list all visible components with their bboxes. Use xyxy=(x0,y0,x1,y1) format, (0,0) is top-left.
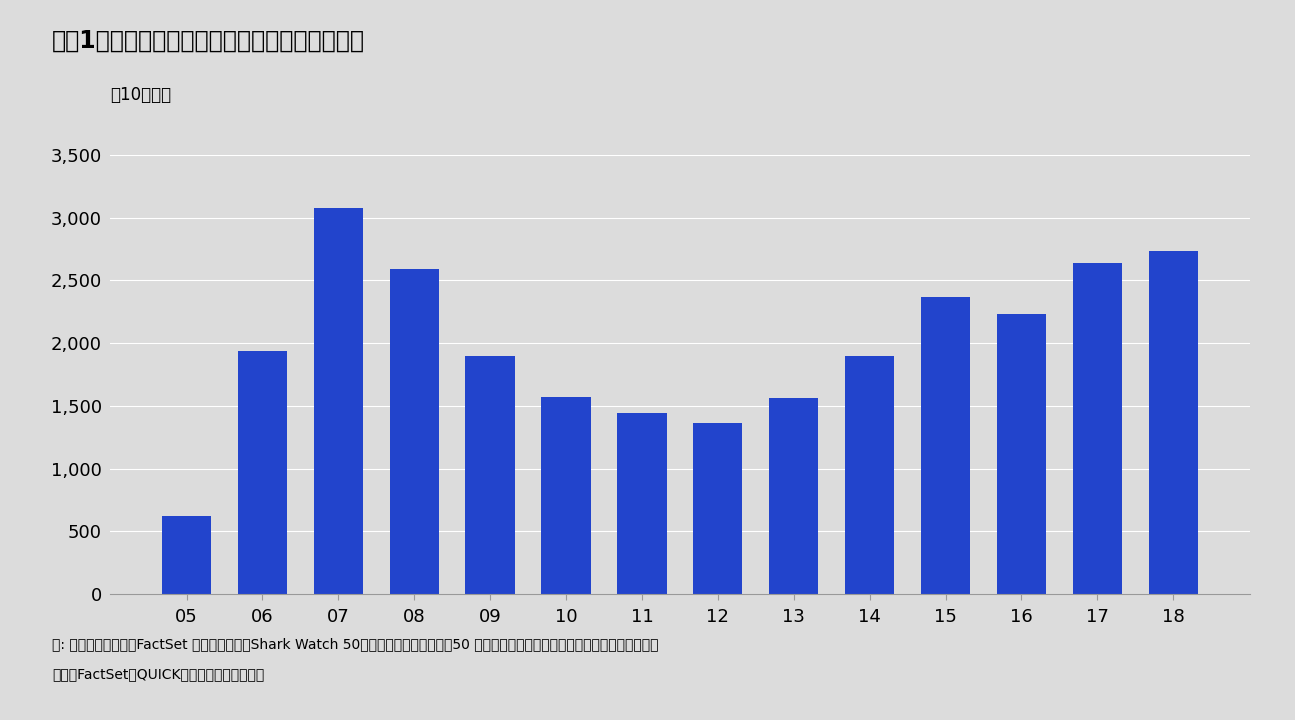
Text: 図表1：アクティビストの日本株保有金額の推移: 図表1：アクティビストの日本株保有金額の推移 xyxy=(52,29,365,53)
Bar xyxy=(390,269,439,594)
Bar xyxy=(313,207,363,594)
Bar xyxy=(997,314,1046,594)
Bar xyxy=(465,356,515,594)
Bar xyxy=(1149,251,1198,594)
Bar xyxy=(162,516,211,594)
Text: 出所：FactSet、QUICK、ＳＭＢＣ日興証券。: 出所：FactSet、QUICK、ＳＭＢＣ日興証券。 xyxy=(52,667,264,681)
Bar xyxy=(1072,263,1121,594)
Bar xyxy=(618,413,667,594)
Bar xyxy=(541,397,591,594)
Bar xyxy=(238,351,287,594)
Bar xyxy=(921,297,970,594)
Text: 注: アクティビストはFactSet が公表しているShark Watch 50（世界のアクティビスト50 社）に日本固有のアクティビストを加えて構成。: 注: アクティビストはFactSet が公表しているShark Watch 50… xyxy=(52,637,658,651)
Bar xyxy=(693,423,742,594)
Bar xyxy=(844,356,895,594)
Text: （10億円）: （10億円） xyxy=(110,86,171,104)
Bar xyxy=(769,398,818,594)
